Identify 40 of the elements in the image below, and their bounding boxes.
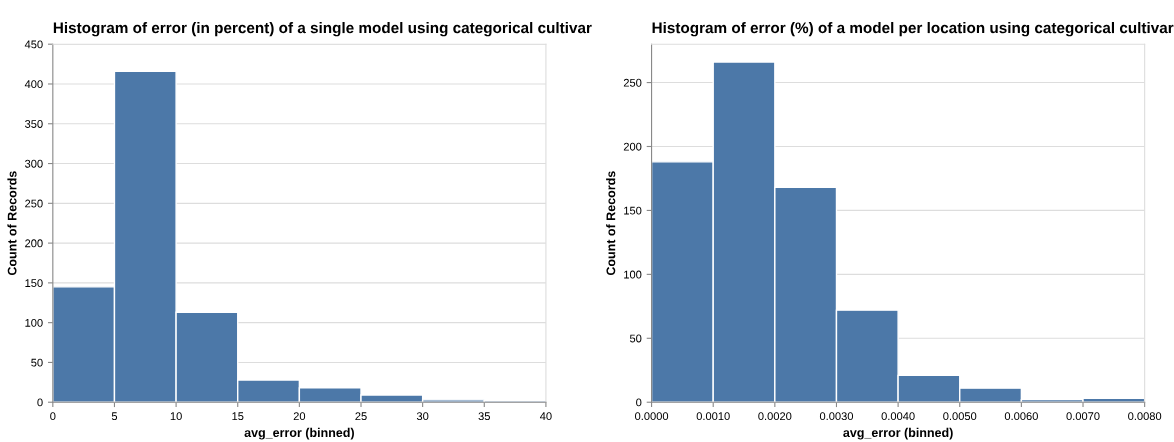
y-tick-label: 200 — [25, 239, 43, 248]
x-tick-label: 15 — [232, 412, 244, 421]
x-tick-label: 0.0040 — [881, 412, 915, 421]
x-tick-label: 35 — [478, 412, 490, 421]
chart-title: Histogram of error (%) of a model per location using categorical cultivar — [652, 22, 1174, 37]
x-axis-title: avg_error (binned) — [244, 427, 354, 440]
y-tick-label: 300 — [24, 159, 43, 168]
y-tick-label: 350 — [24, 120, 43, 128]
y-tick-label: 400 — [24, 80, 43, 89]
x-tick-label: 10 — [170, 412, 182, 421]
x-tick-label: 0.0030 — [819, 412, 854, 421]
y-tick-label: 100 — [25, 318, 43, 327]
x-tick-label: 5 — [111, 412, 118, 421]
chart-title: Histogram of error (in percent) of a single model using categorical cultivar — [53, 22, 592, 37]
x-axis-title: avg_error (binned) — [843, 427, 953, 440]
x-tick-label: 0.0080 — [1128, 412, 1162, 421]
y-axis-title: Count of Records — [606, 171, 616, 276]
y-tick-label: 50 — [31, 358, 43, 367]
y-tick-label: 0 — [37, 398, 43, 407]
y-tick-label: 150 — [25, 279, 43, 288]
x-tick-label: 0.0060 — [1004, 412, 1038, 421]
x-tick-label: 0.0020 — [758, 412, 792, 421]
y-axis-title: Count of Records — [7, 171, 17, 276]
y-tick-label: 450 — [24, 40, 43, 49]
y-tick-label: 100 — [624, 270, 642, 279]
y-tick-label: 250 — [623, 78, 642, 87]
x-tick-label: 20 — [293, 412, 306, 421]
y-tick-label: 50 — [629, 334, 642, 343]
y-tick-label: 250 — [25, 199, 43, 208]
y-tick-label: 150 — [624, 206, 642, 215]
x-tick-label: 0.0050 — [943, 412, 977, 421]
x-tick-label: 30 — [416, 412, 429, 421]
x-tick-label: 0.0010 — [696, 412, 730, 421]
y-tick-label: 200 — [623, 142, 642, 151]
x-tick-label: 0 — [50, 412, 56, 421]
x-tick-label: 0.0070 — [1066, 412, 1100, 421]
y-tick-label: 0 — [636, 398, 642, 407]
x-tick-label: 25 — [355, 412, 367, 421]
x-tick-label: 0.0000 — [635, 412, 669, 421]
x-tick-label: 40 — [539, 412, 552, 421]
